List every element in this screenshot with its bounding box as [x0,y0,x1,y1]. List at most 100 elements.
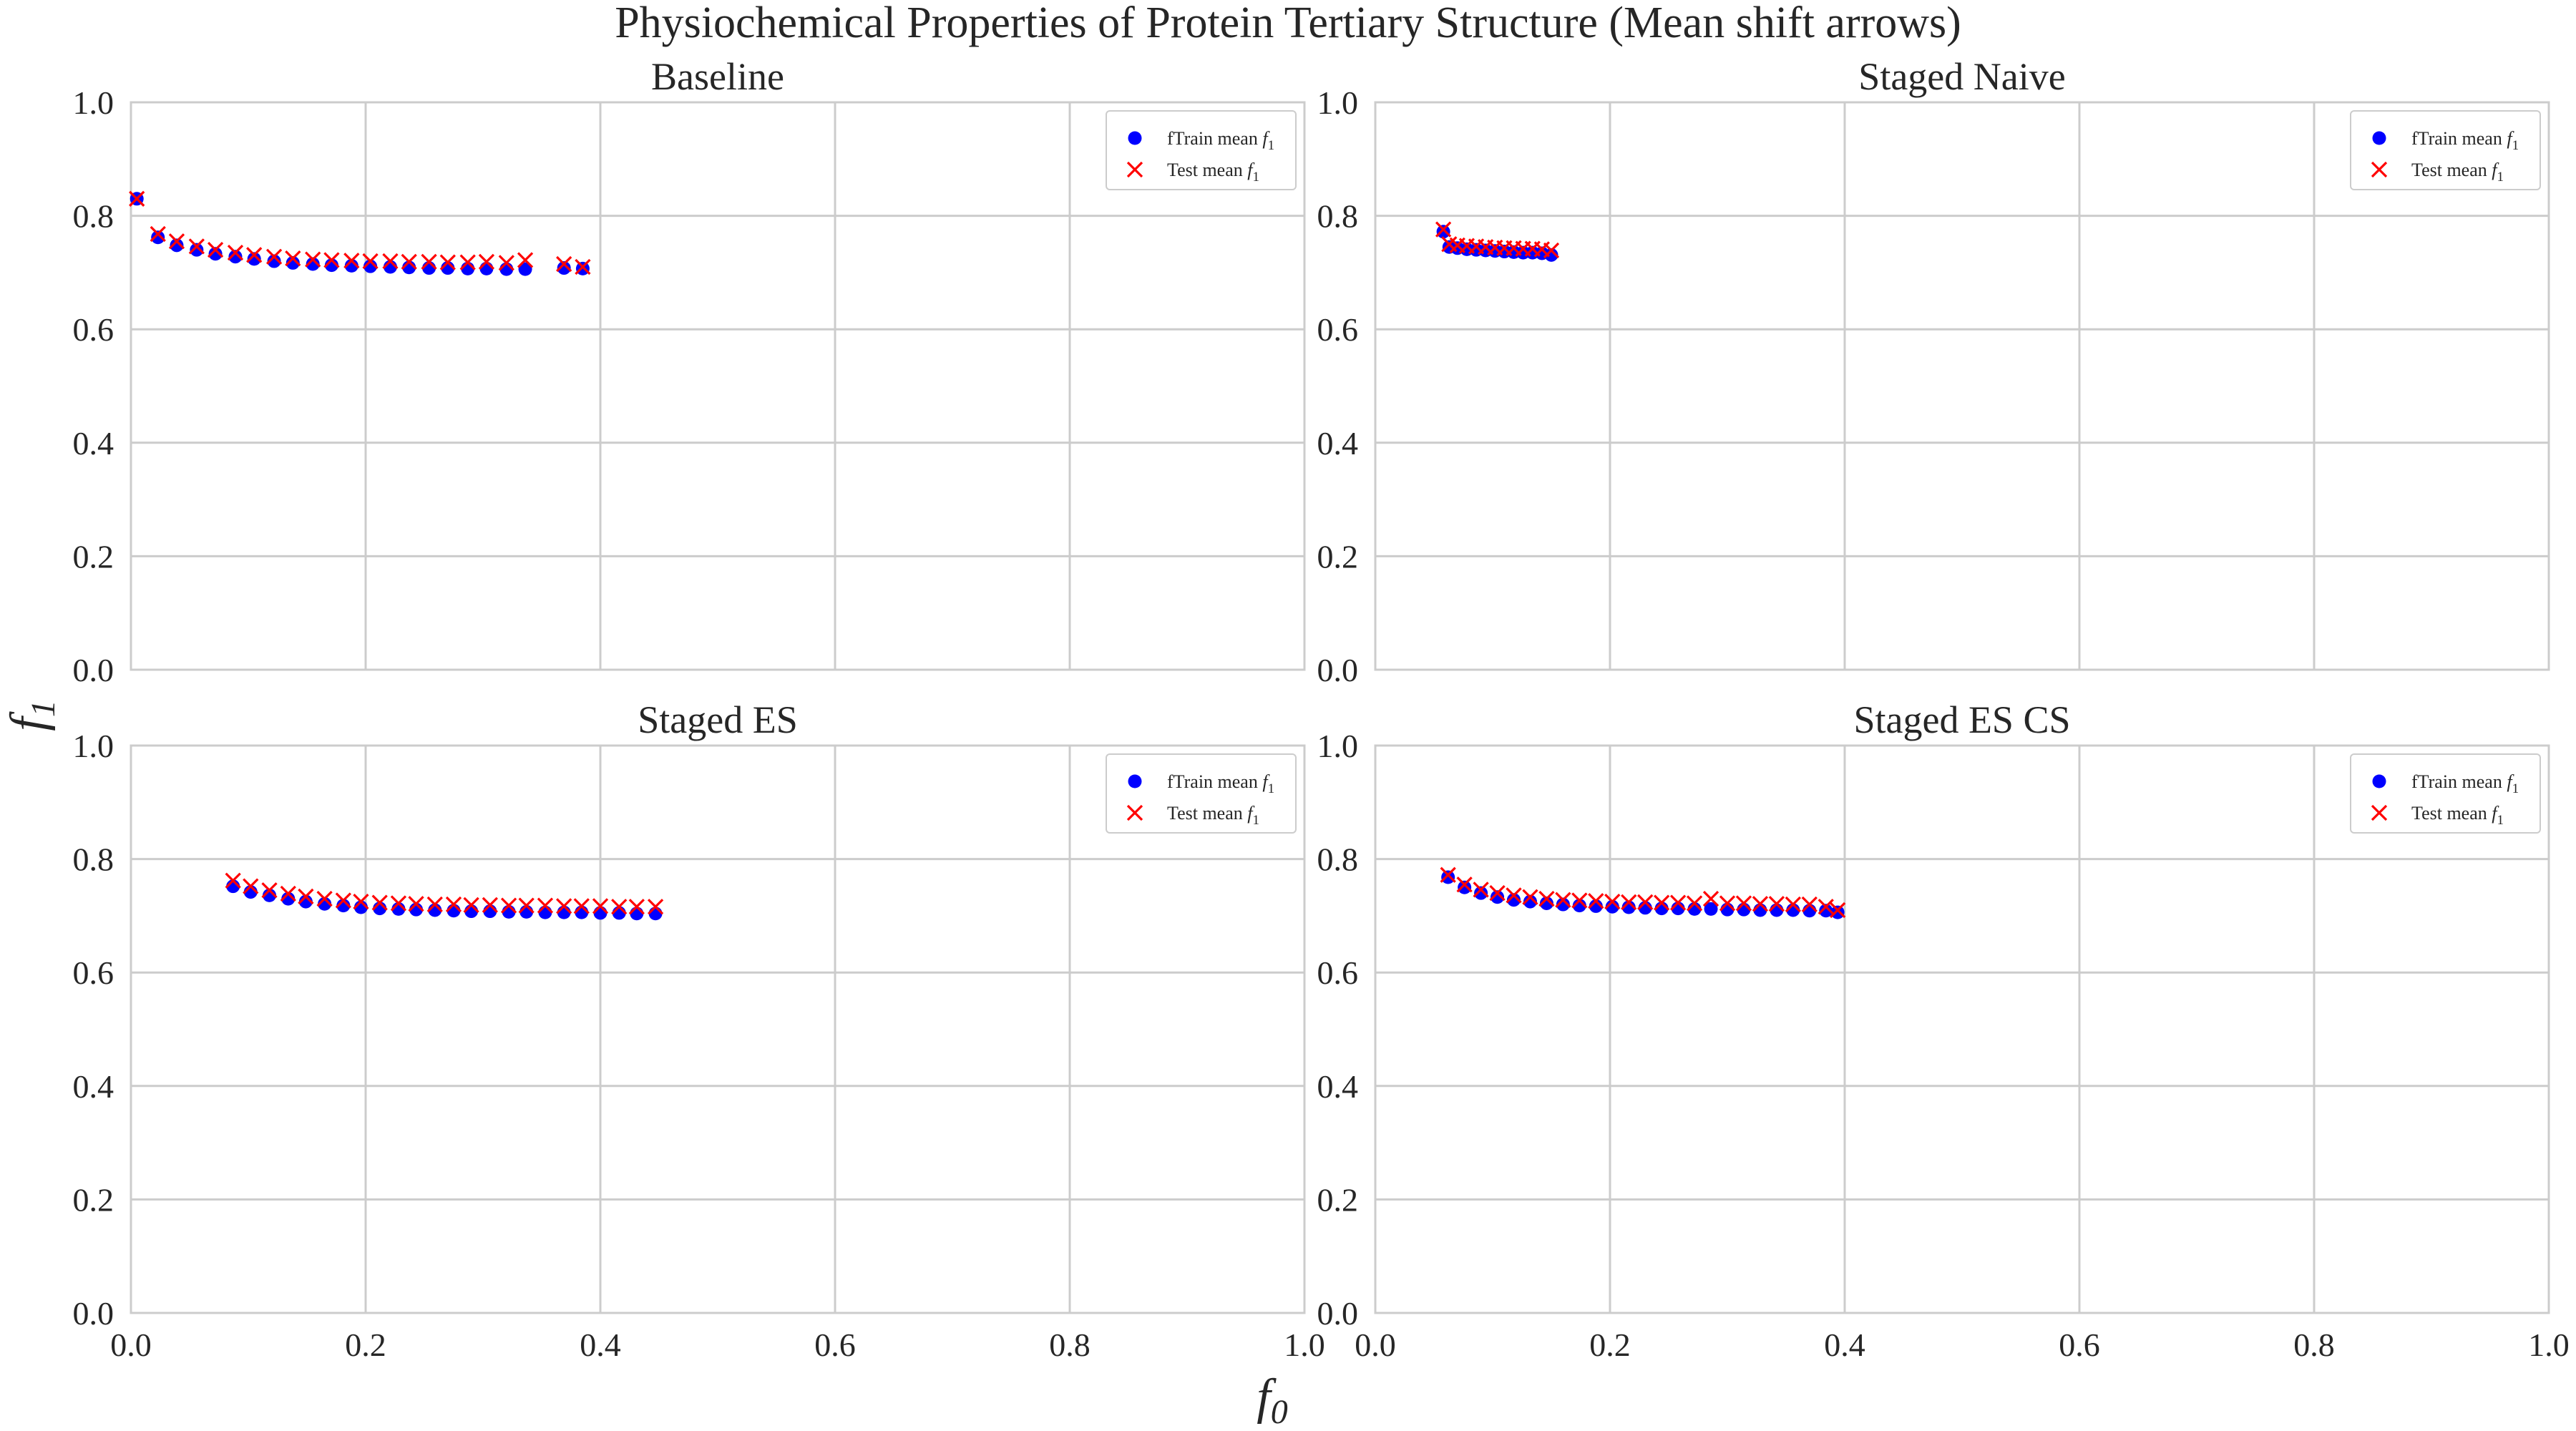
train-mean-point [575,261,590,275]
legend-test-math: f [1247,160,1255,180]
x-tick-label: 0.8 [1049,1327,1091,1363]
panel-staged-es-cs: Staged ES CS 0.0 0.2 0.4 0.6 0.8 1.0 0.0 0.2 0.4 0… [1317,698,2570,1363]
test-mean-point [556,255,572,273]
y-tick-label: 0.6 [1317,954,1359,991]
test-mean-point [1735,895,1752,912]
train-mean-point [286,255,300,270]
train-mean-series [1441,870,1845,919]
test-mean-point [1435,221,1452,238]
plot-area-frame [1374,744,2550,1314]
legend-test-subscript: 1 [1253,813,1260,828]
test-mean-point [445,896,462,913]
legend-test-marker [1126,161,1143,178]
test-mean-point [1637,894,1654,911]
test-mean-point [335,892,351,909]
test-mean-point [1538,890,1555,907]
test-mean-point [426,896,443,913]
test-mean-point [265,248,283,265]
test-mean-point [343,253,360,269]
test-mean-point [401,253,417,270]
test-mean-point [261,882,278,899]
y-tick-label: 1.0 [73,84,114,121]
train-mean-point [518,262,532,276]
train-mean-point [648,907,663,921]
test-mean-series [1435,221,1560,259]
test-mean-point [1752,896,1769,912]
test-mean-point [1489,885,1506,902]
test-mean-point [280,885,296,902]
train-mean-point [1572,899,1586,913]
test-mean-point [298,888,314,905]
test-mean-point [498,255,514,271]
test-mean-point [537,897,554,914]
legend-train-subscript: 1 [2512,138,2519,153]
x-axis-label-subscript: 0 [1271,1393,1288,1431]
y-tick-label: 0.6 [73,954,114,991]
train-mean-point [1605,899,1619,914]
test-mean-point [227,245,244,261]
train-mean-point [1819,904,1833,918]
train-mean-point [318,897,332,911]
test-mean-point [518,897,535,914]
test-mean-point [371,894,388,911]
test-mean-point [1669,894,1687,911]
test-mean-point [129,190,145,207]
y-tick-label: 0.0 [1317,652,1359,688]
panel-title: Staged Naive [1858,55,2065,98]
legend-train-text: fTrain mean [1167,771,1262,792]
test-mean-point [421,253,437,270]
test-mean-series [225,872,664,915]
legend-box [1106,753,1297,834]
legend-train-text: fTrain mean [2411,128,2507,149]
y-tick-label: 0.8 [1317,198,1359,235]
legend-train-label: fTrain mean f1 [1167,128,1274,153]
train-mean-point [281,892,296,906]
test-mean-point [459,254,476,270]
train-mean-point [593,906,608,920]
legend-train-subscript: 1 [1268,781,1275,796]
test-mean-point [1555,892,1571,908]
y-tick-label: 0.8 [73,841,114,878]
test-mean-point [1473,881,1489,898]
legend-train-marker [1128,774,1142,788]
x-tick-label: 0.6 [814,1327,856,1363]
test-mean-point [362,253,379,270]
test-mean-point [1801,896,1818,913]
test-mean-point [168,233,185,250]
legend-train-label: fTrain mean f1 [2411,771,2519,796]
test-mean-point [1768,896,1785,912]
legend-test-subscript: 1 [1253,170,1260,185]
x-axis-label: f0 [1257,1369,1287,1431]
legend-train-marker [1128,131,1142,145]
test-mean-point [150,225,166,243]
legend-box [2350,110,2541,190]
test-mean-point [1719,895,1736,912]
y-tick-label: 1.0 [1317,84,1359,121]
train-mean-series [130,192,590,276]
train-mean-point [1544,248,1558,262]
x-tick-label: 0.8 [2293,1327,2335,1363]
y-axis-label-subscript: 1 [24,700,62,717]
legend-test-math: f [2492,803,2499,824]
test-mean-point [225,872,241,889]
y-tick-label: 0.6 [73,311,114,348]
train-mean-point [364,259,378,273]
test-mean-point [305,251,321,268]
train-mean-point [1523,894,1537,909]
test-mean-point [1571,892,1588,909]
test-mean-point [592,898,609,914]
legend-test-label: Test mean f1 [1167,803,1259,828]
test-mean-point [482,897,498,913]
legend-test-label: Test mean f1 [2411,160,2504,185]
test-mean-point [1654,894,1670,911]
y-tick-label: 0.4 [73,1068,114,1105]
test-mean-point [1588,893,1604,909]
x-tick-label: 0.6 [2059,1327,2100,1363]
y-tick-label: 0.4 [73,425,114,461]
train-mean-point [1474,886,1488,900]
test-mean-point [1604,893,1621,910]
train-mean-point [190,243,204,257]
x-tick-label: 0.2 [1589,1327,1631,1363]
